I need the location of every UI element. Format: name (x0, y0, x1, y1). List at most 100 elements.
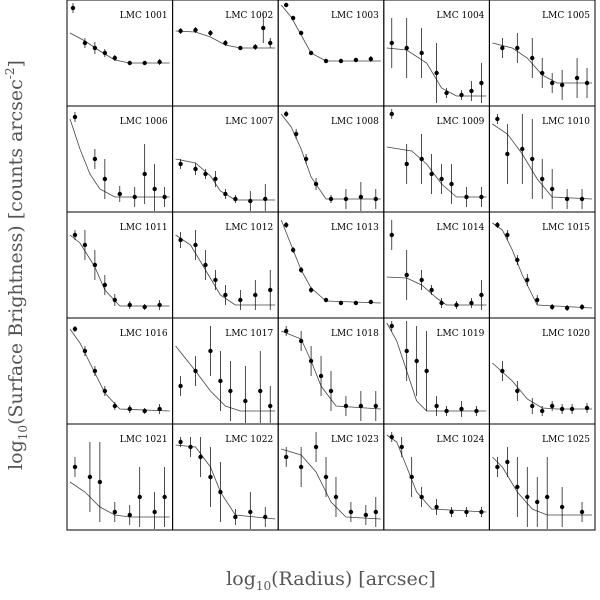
data-point (389, 232, 394, 238)
data-point (87, 474, 93, 480)
panel-title: LMC 1022 (225, 435, 273, 445)
data-point (248, 198, 253, 204)
data-point (469, 88, 474, 94)
panel-title: LMC 1010 (542, 117, 590, 127)
data-point (283, 328, 289, 334)
panel: LMC 1005 (488, 0, 596, 107)
panel: LMC 1009 (383, 105, 490, 213)
data-point (479, 509, 484, 515)
data-point (203, 262, 208, 268)
panel-frame (488, 423, 596, 531)
data-point (112, 509, 118, 515)
panel-title: LMC 1018 (331, 329, 379, 339)
data-point (298, 464, 304, 470)
data-point (579, 304, 585, 310)
panel: LMC 1015 (488, 211, 596, 319)
data-point (152, 509, 157, 515)
data-point (343, 196, 349, 202)
panel-title: LMC 1001 (120, 11, 168, 21)
data-point (253, 292, 258, 298)
data-point (429, 287, 434, 293)
data-point (178, 439, 183, 445)
panel: LMC 1010 (488, 105, 596, 213)
data-point (373, 196, 379, 202)
panel-title: LMC 1012 (225, 223, 273, 233)
data-point (579, 509, 585, 515)
data-point (268, 287, 273, 293)
panel: LMC 1023 (277, 423, 385, 531)
data-point (338, 300, 344, 306)
data-point (102, 176, 108, 182)
data-point (404, 45, 409, 51)
data-point (198, 454, 203, 460)
data-point (564, 305, 570, 311)
data-point (293, 131, 299, 137)
data-point (82, 348, 88, 354)
data-point (263, 514, 268, 520)
data-point (258, 388, 263, 394)
panel: LMC 1024 (383, 423, 490, 531)
data-point (579, 196, 585, 202)
data-point (178, 237, 183, 243)
data-point (564, 196, 570, 202)
data-point (290, 15, 296, 21)
panel: LMC 1002 (172, 0, 279, 107)
data-point (223, 292, 228, 298)
panel-title: LMC 1017 (225, 329, 273, 339)
panel: LMC 1003 (277, 0, 385, 107)
fit-curve (492, 123, 593, 200)
data-point (152, 186, 157, 192)
data-point (127, 512, 132, 518)
label-part: log (5, 440, 27, 470)
data-point (253, 44, 258, 50)
data-point (515, 257, 520, 263)
label-sup: -2 (3, 68, 17, 80)
label-part: ] (5, 60, 27, 67)
data-point (515, 45, 520, 51)
data-point (333, 494, 339, 500)
data-point (353, 57, 359, 63)
panel-title: LMC 1008 (331, 117, 379, 127)
data-point (559, 82, 565, 88)
data-point (419, 50, 424, 56)
label-sub: 10 (256, 579, 271, 593)
panel-title: LMC 1016 (120, 329, 168, 339)
data-point (318, 373, 324, 379)
data-point (535, 499, 540, 505)
data-point (218, 489, 223, 495)
panel-title: LMC 1007 (225, 117, 273, 127)
data-point (584, 80, 590, 86)
data-point (500, 45, 505, 51)
data-point (459, 92, 464, 98)
data-point (157, 302, 162, 308)
fit-curve (69, 118, 170, 198)
data-point (404, 272, 409, 278)
data-point (92, 45, 98, 51)
data-point (479, 194, 484, 200)
panel-title: LMC 1019 (437, 329, 485, 339)
data-point (223, 40, 228, 46)
data-point (530, 55, 535, 61)
data-point (439, 176, 444, 182)
panel: LMC 1021 (66, 423, 174, 531)
data-point (444, 90, 449, 96)
data-point (193, 166, 198, 172)
data-point (549, 186, 555, 192)
data-point (343, 403, 349, 409)
data-point (193, 242, 198, 248)
data-point (505, 459, 510, 465)
data-point (102, 388, 108, 394)
data-point (178, 383, 183, 389)
panel: LMC 1006 (66, 105, 174, 213)
data-point (500, 368, 505, 374)
data-point (102, 282, 108, 288)
data-point (459, 406, 464, 412)
data-point (203, 171, 208, 177)
data-point (535, 297, 540, 303)
fit-curve (492, 362, 592, 410)
panel-title: LMC 1020 (542, 329, 590, 339)
data-point (233, 514, 238, 520)
fit-curve (69, 481, 170, 518)
label-part: (Radius) [arcsec] (271, 568, 436, 590)
data-point (404, 348, 409, 354)
